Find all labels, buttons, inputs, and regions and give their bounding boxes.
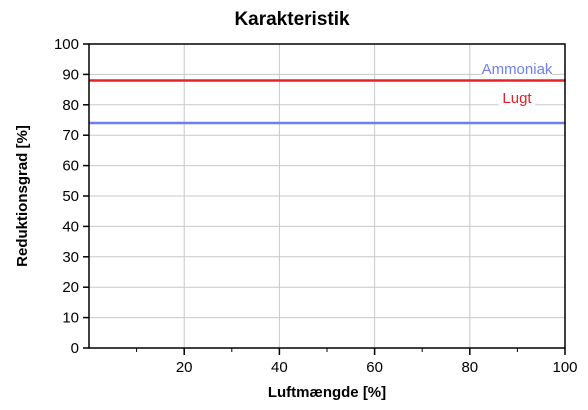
series-lines bbox=[89, 79, 565, 125]
x-axis-ticks: 20 40 60 80 100 bbox=[136, 348, 578, 376]
legend: Ammoniak Lugt bbox=[482, 59, 553, 108]
y-axis-ticks: 0 10 20 30 40 50 60 70 80 90 100 bbox=[54, 36, 89, 357]
x-tick-label: 80 bbox=[461, 359, 478, 376]
y-tick-label: 90 bbox=[62, 66, 79, 83]
x-axis-label: Luftmængde [%] bbox=[268, 384, 386, 401]
x-tick-label: 20 bbox=[176, 359, 193, 376]
y-tick-label: 80 bbox=[62, 97, 79, 114]
y-tick-label: 50 bbox=[62, 188, 79, 205]
chart-title: Karakteristik bbox=[234, 9, 350, 30]
y-tick-label: 20 bbox=[62, 279, 79, 296]
x-tick-label: 100 bbox=[552, 359, 577, 376]
grid bbox=[89, 44, 565, 348]
x-tick-label: 60 bbox=[366, 359, 383, 376]
y-tick-label: 60 bbox=[62, 158, 79, 175]
y-tick-label: 0 bbox=[71, 340, 79, 357]
legend-item-ammoniak: Ammoniak bbox=[482, 61, 553, 78]
y-tick-label: 70 bbox=[62, 127, 79, 144]
y-tick-label: 40 bbox=[62, 218, 79, 235]
legend-item-lugt: Lugt bbox=[502, 90, 532, 107]
legend-background bbox=[498, 88, 536, 108]
y-tick-label: 10 bbox=[62, 310, 79, 327]
x-tick-label: 40 bbox=[271, 359, 288, 376]
y-tick-label: 30 bbox=[62, 249, 79, 266]
y-axis-label: Reduktionsgrad [%] bbox=[14, 125, 31, 267]
legend-background bbox=[482, 59, 552, 79]
y-tick-label: 100 bbox=[54, 36, 79, 53]
